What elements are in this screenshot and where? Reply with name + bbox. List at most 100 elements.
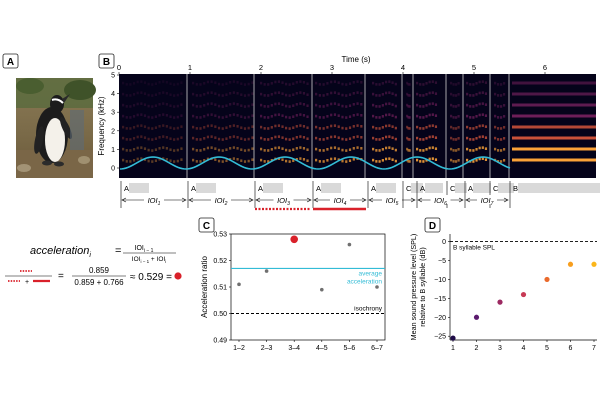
ioi-interval: IOI6 bbox=[417, 195, 464, 207]
panel-d-label: D bbox=[429, 221, 436, 232]
time-tick-label: 0 bbox=[117, 63, 121, 72]
time-axis-ticks: 0 1 2 3 4 5 6 bbox=[117, 63, 547, 74]
b-syllable-spl-label: B syllable SPL bbox=[453, 245, 495, 252]
time-tick-label: 4 bbox=[401, 63, 405, 72]
chart-d-point bbox=[591, 261, 597, 267]
acceleration-ratio-chart: 0.49 0.50 0.51 0.52 0.53 1–2 2–3 3–4 4–5 5–6 6–7 Ac… bbox=[200, 232, 386, 352]
chart-d-xtick-label: 6 bbox=[569, 345, 573, 352]
panel-c: C 0.49 0.50 0.51 0.52 0.53 1–2 2–3 3–4 4–5 5–6 6–7… bbox=[198, 217, 386, 352]
chart-c-ytick-label: 0.52 bbox=[213, 258, 227, 265]
frequency-axis-ticks: 0 1 2 3 4 5 bbox=[111, 73, 119, 173]
spectrogram-image bbox=[119, 74, 596, 178]
chart-c-xtick-label: 1–2 bbox=[233, 345, 245, 352]
chart-c-point bbox=[375, 285, 379, 289]
chart-d-xtick-label: 4 bbox=[522, 345, 526, 352]
chart-c-xtick-label: 6–7 bbox=[371, 345, 383, 352]
ioi-label: IOI3 bbox=[277, 196, 290, 207]
ioi-interval: IOI2 bbox=[188, 195, 254, 207]
panel-b-label: B bbox=[103, 57, 110, 68]
syllable-letter: A bbox=[420, 184, 425, 193]
panel-a-label: A bbox=[7, 57, 14, 68]
freq-tick-label: 4 bbox=[111, 91, 115, 98]
formula-equals-1: = bbox=[115, 245, 121, 257]
panel-d-label-box bbox=[424, 217, 441, 233]
syllable-label: A bbox=[367, 181, 396, 208]
svg-text:IOIi − 1 + IOIi: IOIi − 1 + IOIi bbox=[132, 256, 166, 264]
average-acceleration-label: acceleration bbox=[347, 278, 382, 285]
syllable-label: A bbox=[120, 181, 149, 208]
chart-c-point bbox=[264, 269, 269, 273]
syllable-label: B bbox=[509, 181, 600, 208]
ioi-interval: IOI4 bbox=[313, 195, 367, 207]
freq-tick-label: 5 bbox=[111, 73, 115, 80]
chart-d-xtick-label: 3 bbox=[498, 345, 502, 352]
chart-d-ytick-label: −5 bbox=[438, 258, 446, 265]
panel-b-label-box bbox=[98, 53, 115, 69]
chart-c-point bbox=[347, 242, 352, 247]
ioi-interval: IOI1 bbox=[121, 195, 187, 207]
formula-result: ≈ 0.529 = bbox=[130, 272, 172, 283]
svg-text:accelerationi: accelerationi bbox=[30, 245, 91, 259]
chart-c-xtick-label: 5–6 bbox=[344, 345, 356, 352]
syllable-label: A bbox=[254, 181, 283, 208]
time-tick-label: 1 bbox=[188, 63, 192, 72]
syllable-letter: A bbox=[124, 184, 129, 193]
syllable-label: A bbox=[464, 181, 491, 208]
panel-c-label: C bbox=[203, 221, 210, 232]
syllable-letter: B bbox=[513, 184, 518, 193]
chart-c-point bbox=[290, 235, 299, 244]
chart-d-xtick-label: 1 bbox=[451, 345, 455, 352]
isochrony-label: isochrony bbox=[354, 306, 383, 313]
chart-d-point bbox=[520, 291, 527, 298]
chart-d-ytick-label: 0 bbox=[442, 239, 446, 246]
frequency-axis-label: Frequency (kHz) bbox=[97, 96, 106, 155]
syllable-letter: A bbox=[316, 184, 321, 193]
syllable-letter: A bbox=[258, 184, 263, 193]
chart-c-ytick-label: 0.50 bbox=[213, 311, 227, 318]
acceleration-formula: accelerationi = IOIi − 1 IOIi − 1 + IOIi… bbox=[5, 245, 182, 287]
chart-d-ylabel: Mean sound pressure level (SPL) bbox=[409, 234, 418, 341]
syllable-letter: C bbox=[450, 184, 456, 193]
ioi-interval: IOI3 bbox=[255, 195, 312, 207]
formula-value-den: 0.859 + 0.766 bbox=[74, 278, 124, 287]
ioi-label: IOI2 bbox=[215, 196, 228, 207]
chart-c-ytick-label: 0.53 bbox=[213, 232, 227, 239]
chart-c-ytick-label: 0.49 bbox=[213, 338, 227, 345]
svg-text:+: + bbox=[25, 279, 29, 286]
formula-result-dot bbox=[174, 272, 182, 280]
panel-a-label-box bbox=[2, 53, 19, 69]
ioi-label: IOI5 bbox=[386, 196, 399, 207]
chart-d-xtick-label: 5 bbox=[545, 345, 549, 352]
rhythm-sine-overlay bbox=[119, 156, 511, 170]
chart-d-xtick-label: 2 bbox=[475, 345, 479, 352]
syllable-letter: A bbox=[371, 184, 376, 193]
chart-c-ytick-label: 0.51 bbox=[213, 285, 227, 292]
syllable-label: A bbox=[312, 181, 341, 208]
panel-b: B Time (s) 0 1 2 3 4 5 6 Frequency (kHz) 0 1 2 3 4… bbox=[97, 53, 600, 211]
chart-c-ylabel: Acceleration ratio bbox=[200, 256, 209, 318]
syllable-label: A bbox=[187, 181, 216, 208]
symbolic-fraction: + bbox=[5, 270, 52, 286]
svg-text:IOIi − 1: IOIi − 1 bbox=[135, 245, 154, 254]
formula-equals-2: = bbox=[58, 271, 64, 282]
chart-d-xtick-label: 7 bbox=[592, 345, 596, 352]
time-tick-label: 5 bbox=[472, 63, 476, 72]
chart-c-xtick-label: 3–4 bbox=[288, 345, 300, 352]
chart-c-point bbox=[320, 287, 324, 292]
penguin-photo bbox=[16, 78, 96, 178]
chart-c-xtick-label: 4–5 bbox=[316, 345, 328, 352]
ioi-label: IOI1 bbox=[148, 196, 161, 207]
ioi-label: IOI4 bbox=[334, 196, 347, 207]
chart-d-point bbox=[567, 261, 574, 267]
panel-a: A bbox=[2, 53, 96, 178]
chart-d-ytick-label: −25 bbox=[434, 334, 446, 341]
formula-lhs: acceleration bbox=[30, 245, 89, 257]
chart-c-point bbox=[237, 282, 241, 287]
time-tick-label: 6 bbox=[543, 63, 547, 72]
formula-value-num: 0.859 bbox=[89, 266, 110, 275]
syllable-letter: A bbox=[468, 184, 473, 193]
ioi-annotations: IOI1 IOI2 IOI3 IOI4 IOI5 IOI6 IOI7 bbox=[121, 195, 509, 211]
chart-d-point bbox=[497, 299, 503, 305]
